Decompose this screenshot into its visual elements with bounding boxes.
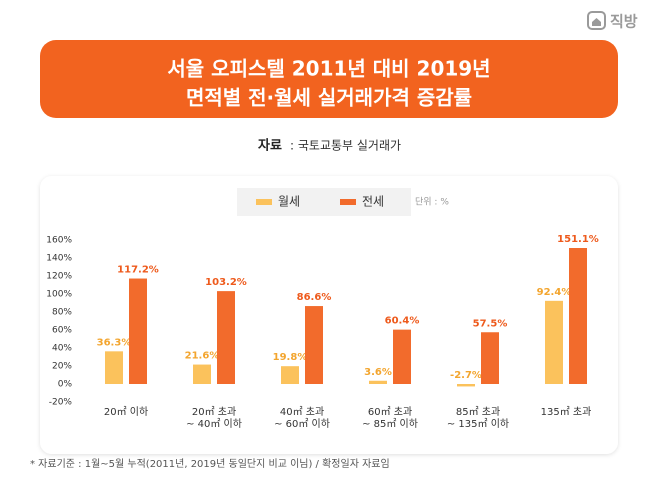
source-text: : 국토교통부 실거래가 [290, 139, 401, 153]
legend-label: 월세 [278, 195, 300, 209]
bar [129, 278, 147, 384]
bar [481, 332, 499, 384]
source-label: 자료 [258, 139, 282, 154]
bar [393, 329, 411, 384]
logo: 직방 [587, 11, 638, 31]
value-label: 21.6% [185, 351, 220, 362]
footnote: * 자료기준 : 1월~5월 누적(2011년, 2019년 동일단지 비교 이… [30, 457, 390, 470]
value-label: 19.8% [273, 352, 308, 363]
value-label: 36.3% [97, 337, 132, 348]
chart-title: 서울 오피스텔 2011년 대비 2019년 [167, 57, 490, 81]
unit-note: 단위 : % [415, 197, 449, 208]
legend-label: 전세 [362, 195, 384, 209]
value-label: 86.6% [297, 292, 332, 303]
y-tick-label: 140% [46, 254, 72, 264]
logo-text: 직방 [610, 13, 638, 31]
bar [217, 291, 235, 384]
value-label: 117.2% [117, 265, 159, 276]
x-tick-label: 20㎡ 이하 [104, 405, 148, 418]
x-tick-label: 85㎡ 초과 ~ 135㎡ 이하 [447, 406, 509, 430]
bar [193, 364, 211, 384]
value-label: 92.4% [537, 287, 572, 298]
bar [105, 351, 123, 384]
x-tick-label: 20㎡ 초과 ~ 40㎡ 이하 [186, 406, 242, 430]
y-tick-label: 40% [52, 344, 72, 354]
x-tick-label: 135㎡ 초과 [541, 406, 592, 418]
y-tick-label: 0% [58, 380, 73, 390]
y-tick-label: -20% [49, 398, 73, 408]
value-label: 151.1% [557, 234, 599, 245]
y-tick-label: 80% [52, 308, 72, 318]
bar [569, 248, 587, 384]
bar [281, 366, 299, 384]
y-tick-label: 60% [52, 326, 72, 336]
bar [305, 306, 323, 384]
y-tick-label: 100% [46, 290, 72, 300]
title-banner [40, 40, 618, 118]
value-label: -2.7% [450, 370, 482, 381]
x-tick-label: 60㎡ 초과 ~ 85㎡ 이하 [362, 406, 418, 430]
bar [369, 380, 387, 384]
legend-swatch [256, 199, 272, 205]
y-tick-label: 20% [52, 362, 72, 372]
bar [545, 300, 563, 384]
value-label: 57.5% [473, 318, 508, 329]
legend-swatch [340, 199, 356, 205]
value-label: 60.4% [385, 316, 420, 327]
value-label: 103.2% [205, 277, 247, 288]
x-tick-label: 40㎡ 초과 ~ 60㎡ 이하 [274, 406, 330, 430]
bar [457, 384, 475, 387]
y-tick-label: 120% [46, 272, 72, 282]
chart-title: 면적별 전·월세 실거래가격 증감률 [186, 86, 472, 110]
y-tick-label: 160% [46, 236, 72, 246]
value-label: 3.6% [364, 367, 392, 378]
